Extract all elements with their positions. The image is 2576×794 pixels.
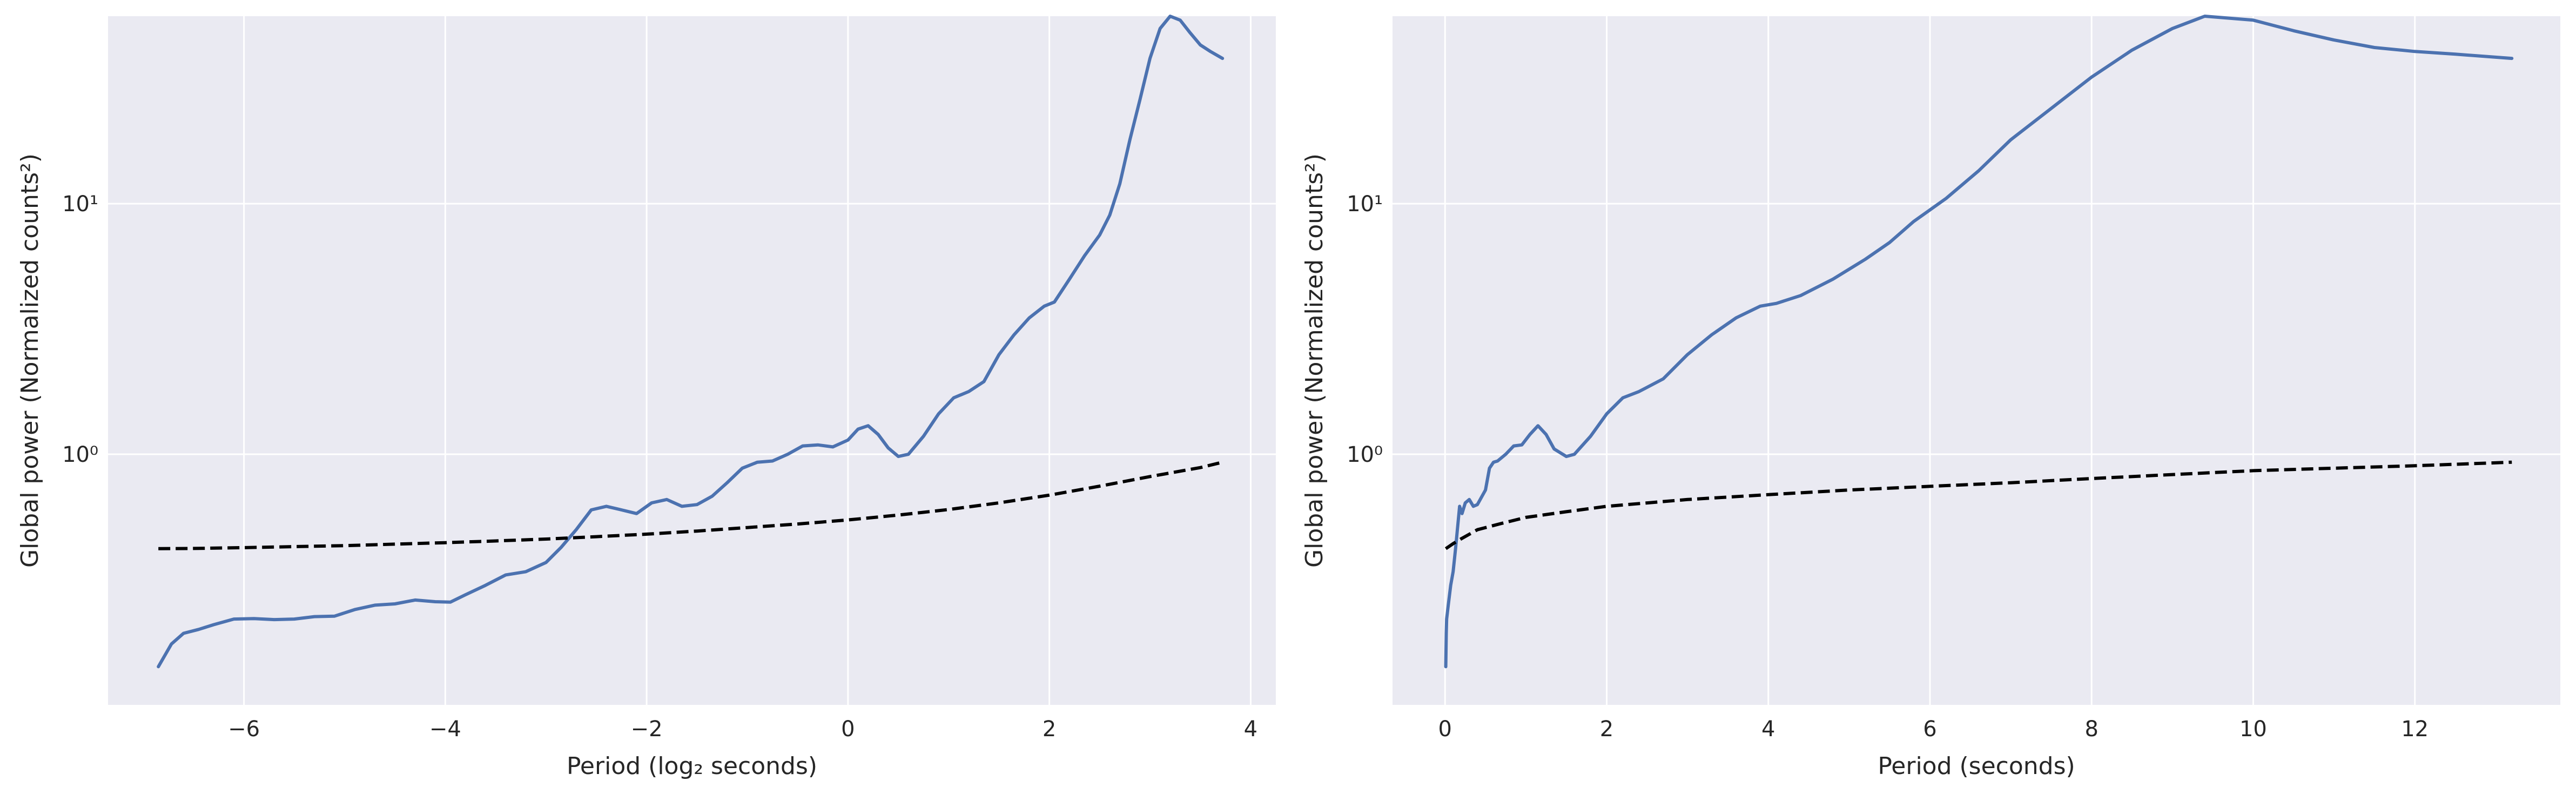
x-axis-label-left: Period (log₂ seconds) — [567, 752, 817, 780]
x-axis-label-right: Period (seconds) — [1878, 752, 2075, 780]
plot-area-right — [1393, 16, 2560, 705]
y-axis-label-right: Global power (Normalized counts²) — [1301, 153, 1328, 568]
power-line-right — [1444, 15, 2514, 669]
significance-line-left — [158, 460, 1223, 550]
x-tick-label: 6 — [1923, 717, 1936, 742]
x-tick-label: 4 — [1244, 717, 1257, 742]
x-tick-label: −4 — [429, 717, 461, 742]
x-tick-label: 10 — [2239, 717, 2267, 742]
chart-panel-right: 0 2 4 6 8 10 12 10⁰ 10¹ Period (seconds) Global po… — [1301, 15, 2560, 780]
y-tick-label: 10¹ — [62, 192, 98, 217]
power-line-left — [157, 15, 1225, 669]
x-tick-label: −2 — [631, 717, 663, 742]
significance-line-right — [1444, 460, 2512, 550]
y-tick-label: 10⁰ — [1347, 442, 1383, 467]
x-tick-label: 8 — [2084, 717, 2098, 742]
x-tick-label: −6 — [228, 717, 260, 742]
x-tick-label: 0 — [841, 717, 855, 742]
y-tick-label: 10⁰ — [62, 442, 98, 467]
x-tick-label: 2 — [1042, 717, 1056, 742]
x-tick-label: 0 — [1438, 717, 1452, 742]
x-tick-label: 4 — [1761, 717, 1775, 742]
y-tick-label: 10¹ — [1347, 192, 1383, 217]
chart-panel-left: −6 −4 −2 0 2 4 10⁰ 10¹ Period (log₂ seconds) Glob… — [16, 15, 1276, 780]
plot-area-left — [108, 16, 1276, 705]
x-tick-label: 2 — [1600, 717, 1613, 742]
y-axis-label-left: Global power (Normalized counts²) — [16, 153, 44, 568]
x-tick-label: 12 — [2401, 717, 2429, 742]
